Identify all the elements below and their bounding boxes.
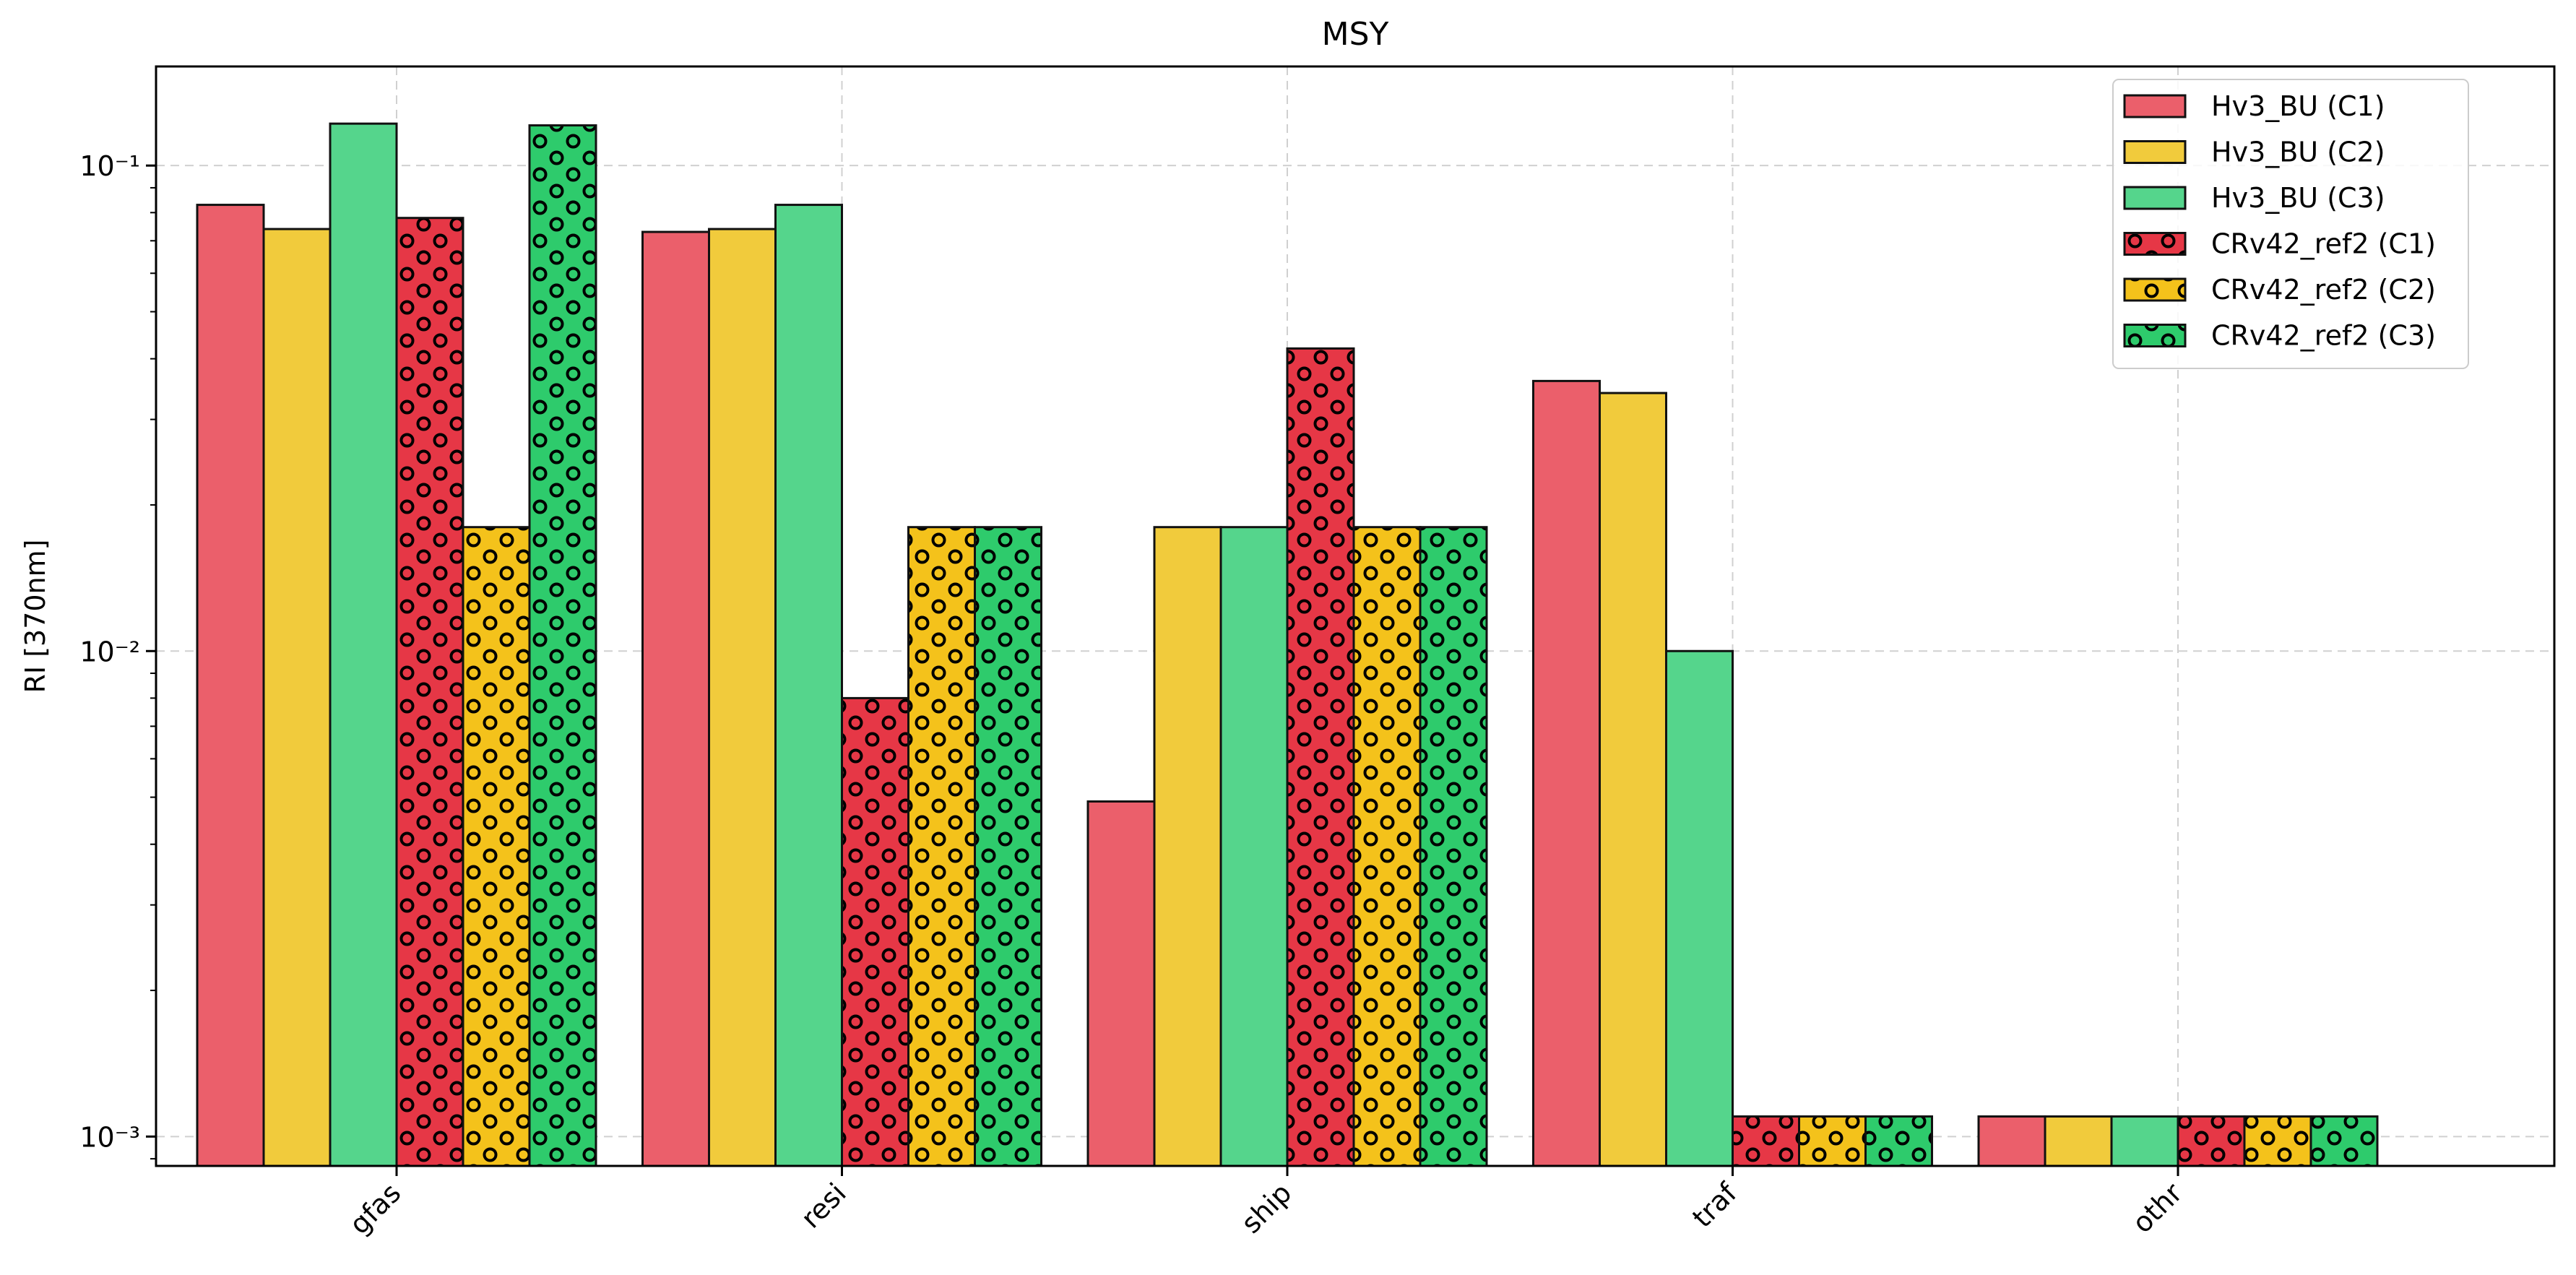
y-tick-label: 10⁻³ xyxy=(79,1121,140,1153)
legend-swatch xyxy=(2123,94,2187,118)
bar-traf-5 xyxy=(1864,1115,1933,1167)
bar-ship-4 xyxy=(1352,526,1422,1167)
bar-gfas-4 xyxy=(462,526,531,1167)
bar-othr-0 xyxy=(1977,1115,2046,1167)
x-tick-label: gfas xyxy=(343,1177,407,1240)
bar-traf-2 xyxy=(1665,649,1734,1167)
bars xyxy=(196,122,2379,1167)
legend-swatch xyxy=(2123,324,2187,347)
bar-gfas-2 xyxy=(329,122,398,1167)
bar-othr-3 xyxy=(2177,1115,2246,1167)
legend-label: Hv3_BU (C1) xyxy=(2211,90,2385,122)
y-axis-label: RI [370nm] xyxy=(20,540,51,693)
bar-othr-1 xyxy=(2044,1115,2113,1167)
legend-swatch xyxy=(2123,186,2187,210)
x-tick-label: traf xyxy=(1686,1176,1744,1234)
legend-box xyxy=(2112,79,2469,369)
plot-frame xyxy=(155,65,2556,1167)
bar-othr-2 xyxy=(2110,1115,2179,1167)
legend-label: CRv42_ref2 (C3) xyxy=(2211,320,2436,352)
y-tick-label: 10⁻¹ xyxy=(79,150,140,182)
bar-traf-1 xyxy=(1599,392,1667,1167)
y-axis-ticks: 10⁻¹ 10⁻² 10⁻³ xyxy=(79,150,156,1160)
legend-swatch xyxy=(2123,277,2187,302)
bar-ship-3 xyxy=(1286,347,1355,1167)
bar-gfas-1 xyxy=(262,228,332,1167)
bar-resi-3 xyxy=(841,696,909,1167)
bar-othr-5 xyxy=(2309,1115,2379,1167)
bar-resi-0 xyxy=(641,230,710,1167)
legend-swatch xyxy=(2123,140,2187,164)
x-tick-label: ship xyxy=(1235,1177,1298,1240)
bar-ship-0 xyxy=(1086,800,1156,1167)
legend: Hv3_BU (C1) Hv3_BU (C2) Hv3_BU (C3) CRv42_r… xyxy=(2112,79,2469,369)
bar-resi-4 xyxy=(907,526,976,1167)
bar-traf-0 xyxy=(1532,379,1601,1167)
bar-othr-4 xyxy=(2243,1115,2312,1167)
bar-resi-5 xyxy=(974,526,1042,1167)
x-axis-ticks: gfas resi ship traf othr xyxy=(343,1166,2189,1240)
bar-ship-1 xyxy=(1153,526,1222,1167)
bar-gfas-0 xyxy=(196,204,265,1167)
bar-gfas-5 xyxy=(528,124,597,1167)
bar-resi-2 xyxy=(774,204,843,1167)
bar-traf-3 xyxy=(1732,1115,1800,1167)
x-tick-label: resi xyxy=(795,1177,852,1235)
bar-resi-1 xyxy=(708,228,777,1167)
legend-label: Hv3_BU (C3) xyxy=(2211,182,2385,214)
bar-ship-5 xyxy=(1419,526,1488,1167)
bar-traf-4 xyxy=(1798,1115,1867,1167)
bar-ship-2 xyxy=(1219,526,1289,1167)
legend-label: CRv42_ref2 (C2) xyxy=(2211,274,2436,306)
legend-swatch xyxy=(2123,232,2187,256)
x-tick-label: othr xyxy=(2126,1177,2188,1239)
legend-label: CRv42_ref2 (C1) xyxy=(2211,228,2436,260)
bar-gfas-3 xyxy=(395,217,464,1167)
y-tick-label: 10⁻² xyxy=(79,636,140,667)
chart-title: MSY xyxy=(1322,16,1389,53)
legend-label: Hv3_BU (C2) xyxy=(2211,137,2385,168)
